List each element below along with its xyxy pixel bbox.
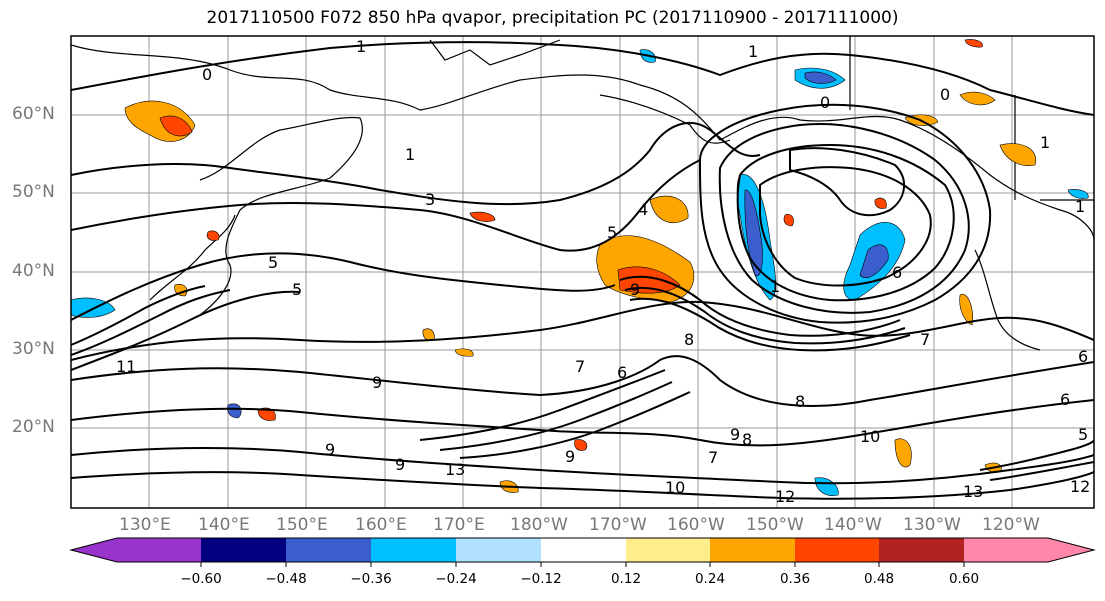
lat-label: 60°N [12,104,55,124]
contour-label: 6 [892,263,902,282]
precip-shading [71,39,1089,496]
contour-label: 5 [607,223,617,242]
colorbar-tick-label: 0.24 [694,571,726,587]
contour-label: 9 [730,425,740,444]
contour-label: 9 [395,455,405,474]
contour-label: 0 [202,65,212,84]
contour-label: 11 [116,357,136,376]
colorbar-tick-label: −0.12 [520,571,562,587]
contour-label: 10 [860,427,880,446]
contour-label: 1 [770,277,780,296]
lon-label: 160°E [355,515,407,535]
contour-label: 5 [268,253,278,272]
contour-label: 6 [617,363,627,382]
contour-label: 7 [920,330,930,349]
contour-label: 9 [372,373,382,392]
map-title: 2017110500 F072 850 hPa qvapor, precipit… [206,8,899,28]
contour-label: 8 [795,392,805,411]
contour-label: 5 [1078,425,1088,444]
colorbar-tick-label: 0.48 [863,571,895,587]
colorbar-tick-label: −0.24 [435,571,477,587]
lon-label: 170°E [433,515,485,535]
lon-label: 140°W [824,515,882,535]
lat-label: 40°N [12,261,55,281]
contour-label: 8 [684,330,694,349]
contour-label: 8 [742,430,752,449]
lon-label: 150°W [746,515,804,535]
contour-label: 10 [665,478,685,497]
colorbar-tick-label: 0.36 [779,571,811,587]
contour-label: 1 [1075,197,1085,216]
colorbar-tick-label: −0.36 [350,571,392,587]
contour-label: 7 [575,357,585,376]
qvapor-contours [71,41,1094,500]
contour-label: 4 [638,200,648,219]
contour-label: 5 [292,280,302,299]
contour-label: 1 [356,37,366,56]
lon-label: 140°E [198,515,250,535]
contour-labels: 1 1 1 1 0 0 3 5 5 4 5 9 8 1 6 7 7 6 11 9… [116,37,1090,506]
contour-label: 9 [630,280,640,299]
lon-label: 150°E [276,515,328,535]
contour-label: 12 [775,487,795,506]
coastlines [71,36,1094,351]
lat-label: 50°N [12,182,55,202]
colorbar-tick-label: 0.60 [948,571,980,587]
lat-label: 30°N [12,339,55,359]
colorbar-tick-label: −0.48 [265,571,307,587]
contour-label: 1 [748,42,758,61]
lon-label: 120°W [982,515,1040,535]
lon-label: 180°W [510,515,568,535]
contour-label: 1 [405,145,415,164]
lon-label: 160°W [667,515,725,535]
lon-label: 130°W [903,515,961,535]
contour-label: 13 [445,460,465,479]
lon-label: 170°W [589,515,647,535]
colorbar-tick-label: 0.12 [610,571,642,587]
contour-label: 6 [1078,347,1088,366]
contour-label: 9 [565,447,575,466]
lon-label: 130°E [119,515,171,535]
contour-label: 0 [940,85,950,104]
contour-label: 6 [1060,390,1070,409]
colorbar-tick-label: −0.60 [180,571,222,587]
contour-label: 1 [1040,133,1050,152]
contour-label: 12 [1070,477,1090,496]
contour-label: 0 [820,93,830,112]
lat-label: 20°N [12,417,55,437]
contour-label: 13 [963,482,983,501]
contour-label: 3 [425,190,435,209]
contour-label: 7 [708,448,718,467]
contour-label: 9 [325,440,335,459]
map-border [70,35,1095,509]
